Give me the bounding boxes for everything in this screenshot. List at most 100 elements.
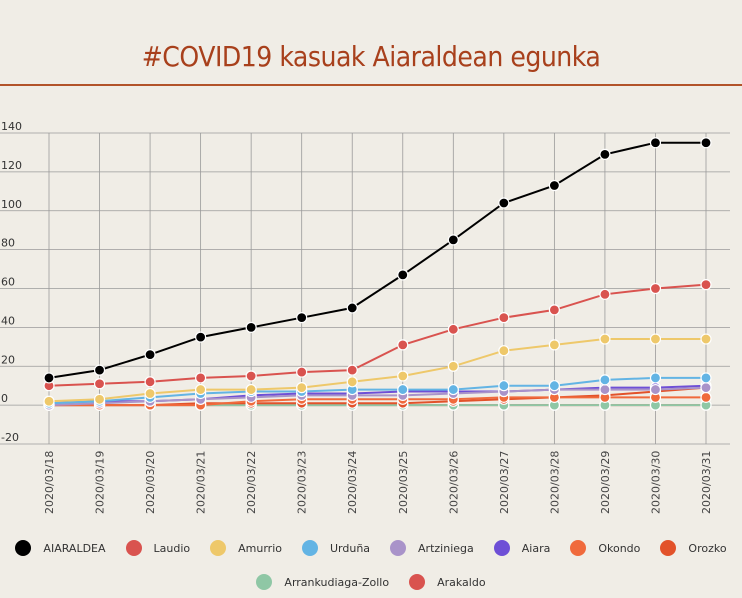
data-point	[245, 321, 257, 333]
legend-label: Orozko	[688, 541, 727, 555]
y-tick-label: 60	[1, 276, 15, 289]
series-line	[49, 396, 706, 407]
legend-item[interactable]: Artziniega	[390, 540, 474, 556]
data-point	[599, 374, 611, 386]
legend-item[interactable]: Orozko	[660, 540, 727, 556]
data-point	[93, 364, 106, 376]
legend-item[interactable]: Arakaldo	[409, 574, 486, 590]
x-tick-label: 2020/03/18	[43, 451, 56, 514]
data-point	[144, 348, 156, 361]
legend-label: Aiara	[521, 541, 551, 555]
y-tick-label: 140	[1, 120, 22, 133]
data-point	[700, 391, 712, 403]
legend-label: Okondo	[598, 541, 641, 555]
data-point	[346, 302, 358, 314]
data-point	[599, 333, 611, 345]
data-point	[195, 383, 207, 396]
y-tick-label: 20	[1, 353, 15, 366]
series-lines	[48, 141, 707, 407]
legend-row-2: Arrankudiaga-Zollo Arakaldo	[0, 574, 742, 590]
data-point	[548, 380, 560, 392]
x-tick-label: 2020/03/22	[245, 451, 258, 514]
data-point	[144, 387, 156, 400]
data-point	[397, 269, 409, 281]
y-tick-label: 100	[1, 198, 22, 211]
legend-item[interactable]: Aiara	[493, 540, 551, 556]
legend-label: Arakaldo	[437, 575, 486, 589]
legend-marker-icon	[493, 540, 510, 556]
legend-item[interactable]: Amurrio	[210, 540, 282, 556]
data-point	[700, 137, 712, 149]
data-point	[346, 364, 358, 376]
title-divider	[0, 84, 742, 86]
data-point	[447, 234, 459, 246]
data-point	[649, 372, 662, 384]
x-axis-ticks: 2020/03/18 2020/03/19 2020/03/20 2020/03/21…	[43, 451, 713, 514]
data-point	[599, 148, 611, 160]
data-point	[649, 137, 662, 149]
legend-label: Urduña	[329, 541, 371, 555]
data-point	[649, 333, 662, 345]
data-point	[447, 383, 459, 396]
data-point	[93, 378, 106, 390]
data-point	[195, 372, 207, 384]
y-axis-ticks: -20 0 20 40 60 80 100 120 140	[1, 120, 22, 444]
x-tick-label: 2020/03/27	[498, 451, 511, 514]
legend-row-1: AIARALDEA Laudio Amurrio Urduña Artziniega Ai…	[0, 540, 742, 556]
y-tick-label: 80	[1, 237, 15, 250]
x-tick-label: 2020/03/29	[599, 451, 612, 514]
legend-item[interactable]: AIARALDEA	[15, 540, 106, 556]
legend-item[interactable]: Okondo	[570, 540, 640, 556]
data-point	[498, 197, 510, 209]
data-point	[43, 372, 55, 384]
y-tick-label: -20	[1, 431, 19, 444]
legend-item[interactable]: Urduña	[301, 540, 371, 556]
legend-marker-icon	[15, 540, 32, 556]
data-point	[498, 345, 510, 357]
series-line	[48, 386, 707, 407]
x-tick-label: 2020/03/28	[548, 451, 561, 514]
data-point	[346, 376, 358, 388]
data-point	[548, 304, 560, 316]
series-line	[48, 283, 707, 387]
data-point	[700, 333, 712, 345]
data-point	[195, 331, 207, 343]
data-point	[700, 279, 712, 291]
legend-label: Artziniega	[418, 541, 474, 555]
data-point	[245, 370, 257, 382]
legend-label: Arrankudiaga-Zollo	[284, 575, 390, 589]
y-tick-label: 120	[1, 159, 22, 172]
data-point	[296, 312, 308, 324]
x-tick-label: 2020/03/24	[346, 451, 359, 514]
series-points	[43, 137, 712, 411]
legend-marker-icon	[570, 540, 587, 556]
series-line	[48, 141, 706, 379]
x-tick-label: 2020/03/26	[447, 451, 460, 514]
data-point	[700, 372, 712, 384]
x-tick-label: 2020/03/23	[296, 451, 309, 514]
data-point	[144, 376, 156, 388]
data-point	[599, 288, 611, 300]
y-tick-label: 0	[1, 392, 8, 405]
legend-marker-icon	[256, 574, 273, 590]
data-point	[43, 395, 55, 407]
series-line	[48, 376, 706, 405]
legend-marker-icon	[125, 540, 142, 556]
data-point	[447, 323, 459, 335]
data-point	[296, 366, 308, 378]
data-point	[397, 383, 409, 396]
data-point	[649, 282, 662, 295]
legend-item[interactable]: Arrankudiaga-Zollo	[256, 574, 389, 590]
legend-marker-icon	[301, 540, 318, 556]
data-point	[498, 380, 510, 392]
legend-label: AIARALDEA	[43, 541, 106, 555]
y-tick-label: 40	[1, 314, 15, 327]
data-point	[397, 370, 409, 382]
legend-item[interactable]: Laudio	[125, 540, 190, 556]
x-tick-label: 2020/03/31	[700, 451, 713, 514]
x-tick-label: 2020/03/30	[649, 451, 662, 514]
legend-marker-icon	[210, 540, 227, 556]
data-point	[245, 383, 257, 396]
data-point	[548, 339, 560, 351]
